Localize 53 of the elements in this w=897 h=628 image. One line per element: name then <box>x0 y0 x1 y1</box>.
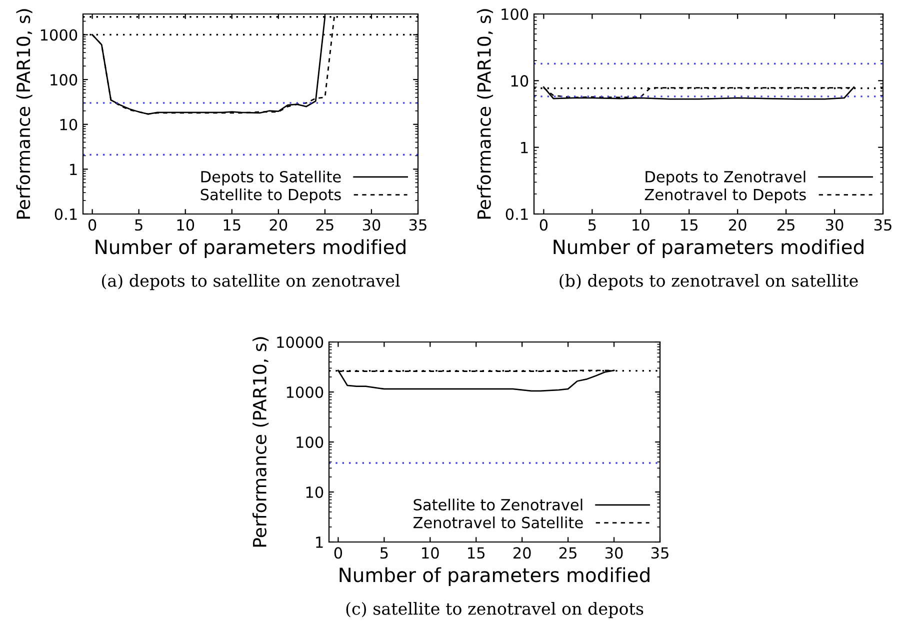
x-tick-label: 30 <box>362 219 380 231</box>
x-axis-title: Number of parameters modified <box>96 239 406 258</box>
x-tick-label: 15 <box>681 219 698 231</box>
legend-label: Satellite to Zenotravel <box>414 498 582 511</box>
y-tick-label: 100 <box>50 74 78 86</box>
legend-label: Depots to Zenotravel <box>646 170 806 186</box>
x-tick-label: 25 <box>559 547 576 559</box>
y-tick-label: 10 <box>511 75 528 87</box>
y-tick-label: 0.1 <box>506 208 528 220</box>
x-tick-label: 15 <box>468 547 484 559</box>
y-axis-title: Performance (PAR10, s) <box>476 9 494 219</box>
y-tick-label: 100 <box>502 8 528 20</box>
x-tick-label: 0 <box>88 219 96 231</box>
x-tick-label: 30 <box>826 219 844 231</box>
x-tick-label: 5 <box>380 547 388 559</box>
x-tick-label: 25 <box>316 219 334 231</box>
x-tick-label: 10 <box>422 547 439 559</box>
y-tick-label: 0.1 <box>54 208 77 220</box>
x-tick-label: 5 <box>588 219 596 231</box>
x-tick-label: 15 <box>224 219 240 231</box>
x-tick-label: 10 <box>632 219 650 231</box>
text: (c) satellite to zenotravel on depots <box>346 602 644 618</box>
text: (b) depots to zenotravel on satellite <box>560 274 858 290</box>
y-tick-label: 1000 <box>286 386 324 398</box>
y-axis-title: Performance (PAR10, s) <box>252 337 269 547</box>
x-tick-label: 20 <box>270 219 288 231</box>
y-tick-label: 10000 <box>277 336 324 348</box>
y-tick-label: 100 <box>296 436 324 448</box>
y-tick-label: 10 <box>60 118 78 130</box>
text: (a) depots to satellite on zenotravel <box>102 274 400 290</box>
legend-label: Depots to Satellite <box>201 170 341 186</box>
x-tick-label: 0 <box>540 219 548 231</box>
x-axis-title: Number of parameters modified <box>554 239 864 258</box>
legend-label: Satellite to Depots <box>200 188 341 204</box>
x-tick-label: 20 <box>513 547 531 559</box>
x-tick-label: 35 <box>409 219 426 231</box>
legend-label: Zenotravel to Depots <box>644 188 806 204</box>
x-tick-label: 5 <box>135 219 142 231</box>
y-tick-label: 1000 <box>40 29 78 41</box>
y-tick-label: 1 <box>70 164 77 175</box>
y-tick-label: 1 <box>316 536 323 548</box>
y-axis-title: Performance (PAR10, s) <box>16 9 32 219</box>
x-tick-label: 0 <box>334 547 342 559</box>
x-axis-title: Number of parameters modified <box>340 567 650 586</box>
x-tick-label: 20 <box>728 219 746 231</box>
x-tick-label: 30 <box>605 547 623 559</box>
legend-label: Zenotravel to Satellite <box>413 516 583 528</box>
x-tick-label: 10 <box>177 219 194 231</box>
y-tick-label: 1 <box>521 142 528 154</box>
y-tick-label: 10 <box>306 486 324 498</box>
x-tick-label: 35 <box>651 547 668 559</box>
x-tick-label: 35 <box>874 219 892 231</box>
x-tick-label: 25 <box>777 219 794 231</box>
